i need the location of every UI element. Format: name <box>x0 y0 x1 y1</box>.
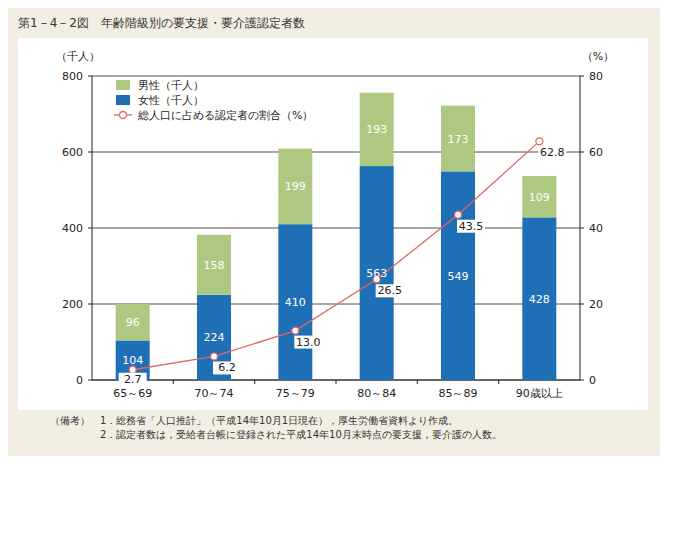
x-tick-label: 65～69 <box>113 387 152 400</box>
legend-label: 総人口に占める認定者の割合（%） <box>137 109 313 122</box>
line-marker <box>292 327 299 334</box>
bar-label: 193 <box>366 123 387 136</box>
line-label: 43.5 <box>459 220 484 233</box>
line-label-bg <box>119 373 147 386</box>
legend-marker <box>120 112 127 119</box>
x-tick <box>498 380 499 384</box>
y-tick <box>88 228 92 229</box>
line-label: 2.7 <box>124 373 142 386</box>
line-label-bg <box>538 146 566 159</box>
x-tick-label: 90歳以上 <box>516 387 563 400</box>
y-tick-label: 0 <box>76 374 83 387</box>
bar <box>278 149 312 225</box>
bar-label: 563 <box>366 267 387 280</box>
legend: 男性（千人） 女性（千人） 総人口に占める認定者の割合（%） <box>114 79 313 122</box>
frame <box>8 8 660 456</box>
y-tick <box>88 380 92 381</box>
y2-tick <box>580 228 584 229</box>
line-label-bg <box>294 336 322 349</box>
y2-tick <box>580 152 584 153</box>
bar-label: 173 <box>448 133 469 146</box>
bar <box>278 224 312 380</box>
bar-label: 104 <box>122 354 143 367</box>
legend-label: 女性（千人） <box>138 94 204 107</box>
note: （備考） 1．総務省「人口推計」（平成14年10月1日現在），厚生労働省資料より… <box>50 415 458 426</box>
line-marker <box>211 353 218 360</box>
plot-panel <box>18 38 648 410</box>
y2-tick <box>580 380 584 381</box>
x-tick <box>417 380 418 384</box>
bar-label: 224 <box>204 331 225 344</box>
y-tick <box>88 76 92 77</box>
bar <box>197 235 231 295</box>
bar <box>441 106 475 172</box>
y-tick <box>88 304 92 305</box>
bar <box>116 304 150 340</box>
note: 2．認定者数は，受給者台帳に登録された平成14年10月末時点の要支援，要介護の人… <box>100 429 502 440</box>
bar-label: 549 <box>448 270 469 283</box>
bar-label: 109 <box>529 191 550 204</box>
x-tick <box>336 380 337 384</box>
y2-axis-label: （%） <box>582 50 614 63</box>
y-axis <box>92 76 93 380</box>
line-label: 6.2 <box>218 361 236 374</box>
bar-label: 410 <box>285 296 306 309</box>
y2-tick <box>580 76 584 77</box>
bar <box>522 217 556 380</box>
x-tick-label: 80～84 <box>357 387 396 400</box>
line-label: 13.0 <box>296 336 321 349</box>
y-tick-label: 200 <box>62 298 83 311</box>
bar-label: 199 <box>285 180 306 193</box>
line-label-bg <box>213 361 241 374</box>
x-tick <box>173 380 174 384</box>
line <box>133 141 540 369</box>
x-tick-label: 75～79 <box>276 387 315 400</box>
bar <box>360 93 394 166</box>
y-tick-label: 600 <box>62 146 83 159</box>
legend-swatch <box>116 95 130 105</box>
marks <box>116 93 557 380</box>
bar <box>360 166 394 380</box>
bar-label: 158 <box>204 259 225 272</box>
legend-swatch <box>116 80 130 90</box>
y2-tick-label: 60 <box>589 146 603 159</box>
bar-label: 96 <box>126 316 140 329</box>
x-tick <box>254 380 255 384</box>
x-tick-label: 70～74 <box>195 387 234 400</box>
y-tick <box>88 152 92 153</box>
y2-tick-label: 20 <box>589 298 603 311</box>
y2-tick-label: 40 <box>589 222 603 235</box>
x-tick-label: 85～89 <box>439 387 478 400</box>
grid-line <box>92 76 580 77</box>
line-label: 26.5 <box>377 284 402 297</box>
chart: 第1－4－2図 年齢階級別の要支援・要介護認定者数 0 200 400 600 800 0 2… <box>0 0 675 545</box>
bar <box>522 176 556 217</box>
data-labels: 104 224 410 563 549 428 96 158 199 193 173 109 2.7 6.… <box>119 123 567 385</box>
y2-axis <box>580 76 581 380</box>
legend-label: 男性（千人） <box>138 79 204 92</box>
line-label-bg <box>457 220 485 233</box>
line-label-bg <box>376 284 404 297</box>
y-tick-label: 400 <box>62 222 83 235</box>
y-tick-label: 800 <box>62 70 83 83</box>
y2-tick-label: 80 <box>589 70 603 83</box>
line-label: 62.8 <box>540 146 565 159</box>
y2-tick <box>580 304 584 305</box>
line-marker <box>536 138 543 145</box>
grid-line <box>92 228 580 229</box>
line-marker <box>455 211 462 218</box>
title: 第1－4－2図 年齢階級別の要支援・要介護認定者数 <box>18 16 305 30</box>
page: {"chart_data": { "type": "bar", "title":… <box>0 0 675 545</box>
y-axis-label: （千人） <box>56 50 100 63</box>
bar <box>441 171 475 380</box>
grid-line <box>92 152 580 153</box>
y2-tick-label: 0 <box>589 374 596 387</box>
bar-label: 428 <box>529 293 550 306</box>
